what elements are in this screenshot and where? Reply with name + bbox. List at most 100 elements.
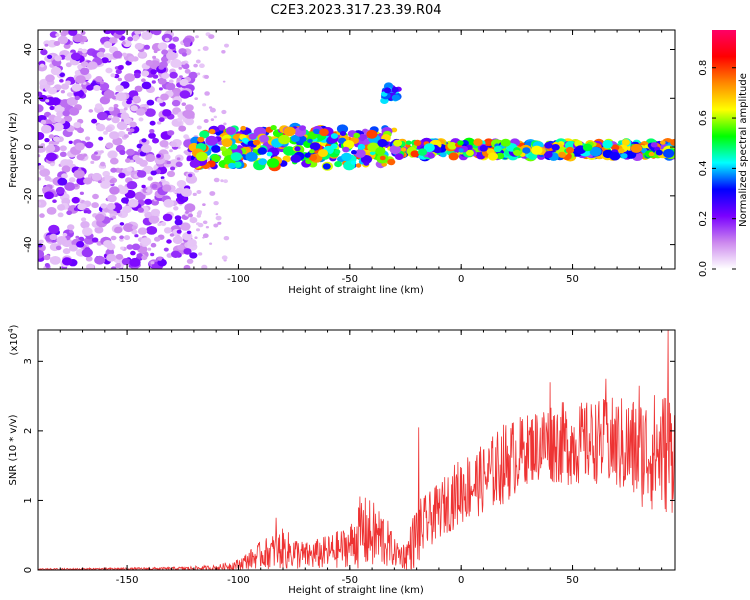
heatmap-cell: [123, 117, 133, 125]
heatmap-cell: [141, 184, 146, 189]
heatmap-cell: [177, 244, 185, 251]
heatmap-cell: [379, 155, 386, 161]
heatmap-cell: [166, 170, 176, 178]
heatmap-cell: [353, 132, 361, 139]
heatmap-cell: [91, 172, 102, 181]
heatmap-cell: [342, 146, 350, 153]
heatmap-cell: [266, 151, 273, 157]
heatmap-cell: [125, 148, 135, 156]
heatmap-cell: [183, 110, 195, 119]
heatmap-cell: [185, 174, 198, 184]
heatmap-cell: [171, 250, 181, 258]
heatmap-cell: [146, 226, 158, 235]
heatmap-cell: [123, 107, 128, 111]
heatmap-cell: [147, 176, 153, 181]
heatmap-cell: [215, 131, 221, 136]
heatmap-cell: [121, 52, 128, 57]
heatmap-cell: [171, 99, 181, 107]
heatmap-cell: [61, 173, 68, 179]
heatmap-cell: [176, 157, 181, 161]
heatmap-cell: [144, 198, 153, 205]
heatmap-cell: [589, 146, 602, 157]
heatmap-cell: [178, 66, 183, 70]
heatmap-cell: [49, 256, 61, 265]
heatmap-cell: [141, 255, 148, 261]
heatmap-cell: [38, 94, 48, 102]
heatmap-cell: [54, 104, 65, 113]
heatmap-cell: [215, 213, 219, 216]
heatmap-cells: [38, 30, 675, 269]
snr-y-axis-label: SNR (10 * v/v): [8, 414, 19, 485]
heatmap-cell: [96, 111, 108, 121]
heatmap-cell: [240, 125, 246, 131]
heatmap-cell: [400, 147, 407, 152]
heatmap-cell: [48, 224, 60, 234]
heatmap-cell: [106, 253, 117, 262]
heatmap-cell: [145, 108, 156, 117]
heatmap-cell: [125, 158, 131, 163]
heatmap-cell: [57, 204, 66, 211]
heatmap-cell: [129, 257, 141, 267]
heatmap-cell: [119, 149, 126, 155]
heatmap-cell: [152, 30, 162, 36]
heatmap-cell: [391, 127, 398, 133]
heatmap-cell: [163, 247, 169, 252]
heatmap-cell: [85, 136, 91, 141]
heatmap-cell: [196, 72, 201, 76]
heatmap-cell: [196, 190, 202, 194]
colorbar-label: Normalized spectral amplitude: [738, 73, 749, 227]
heatmap-cell: [39, 213, 45, 218]
heatmap-cell: [377, 139, 388, 147]
heatmap-cell: [648, 151, 655, 157]
heatmap-cell: [46, 207, 57, 215]
heatmap-cell: [117, 65, 124, 71]
heatmap-cell: [119, 238, 124, 242]
heatmap-cell: [98, 136, 104, 141]
heatmap-cell: [228, 162, 236, 169]
heatmap-cell: [45, 144, 56, 153]
heatmap-cell: [391, 94, 400, 101]
heatmap-cell: [153, 50, 158, 54]
heatmap-cell: [109, 186, 120, 195]
heatmap-cell: [47, 54, 53, 60]
heatmap-cell: [389, 144, 401, 155]
heatmap-cell: [150, 208, 161, 217]
heatmap-cell: [157, 42, 168, 51]
heatmap-cell: [199, 130, 210, 139]
heatmap-cell: [109, 131, 120, 140]
heatmap-cell: [98, 82, 110, 91]
heatmap-cell: [304, 152, 311, 158]
heatmap-cell: [134, 85, 143, 93]
heatmap-cell: [290, 154, 302, 163]
heatmap-cell: [69, 244, 78, 252]
heatmap-cell: [161, 49, 169, 55]
heatmap-cell: [158, 87, 163, 91]
heatmap-cell: [223, 236, 230, 241]
heatmap-cell: [111, 116, 120, 124]
heatmap-cell: [49, 31, 59, 38]
heatmap-cell: [138, 117, 144, 122]
heatmap-cell: [387, 158, 396, 166]
heatmap-cell: [209, 107, 216, 113]
heatmap-cell: [95, 123, 106, 132]
heatmap-cell: [197, 136, 205, 143]
heatmap-cell: [86, 209, 92, 214]
heatmap-cell: [68, 107, 80, 116]
heatmap-cell: [86, 84, 94, 91]
heatmap-cell: [44, 263, 50, 267]
heatmap-cell: [154, 236, 161, 242]
heatmap-cell: [157, 256, 163, 261]
y-tick-label: 2: [23, 428, 34, 434]
heatmap-cell: [179, 90, 191, 99]
heatmap-cell: [355, 163, 362, 168]
heatmap-cell: [80, 67, 90, 76]
heatmap-cell: [210, 118, 215, 121]
heatmap-cell: [141, 138, 147, 143]
heatmap-cell: [70, 52, 81, 61]
heatmap-cell: [121, 258, 131, 266]
heatmap-cell: [103, 89, 115, 99]
heatmap-cell: [179, 75, 183, 79]
x-tick-label: 50: [566, 575, 579, 586]
heatmap-cell: [71, 83, 82, 92]
heatmap-cell: [68, 140, 73, 144]
